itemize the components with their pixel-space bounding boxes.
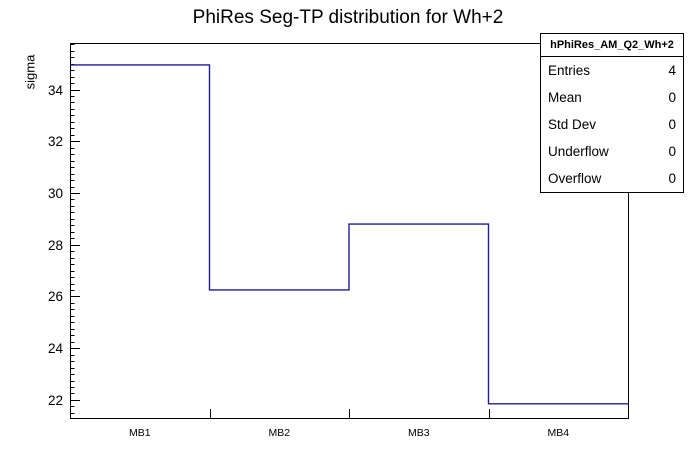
svg-text:34: 34 [48,83,64,98]
svg-text:32: 32 [48,134,63,149]
x-axis-label-mb1: MB1 [128,427,151,439]
stats-label: Mean [548,90,582,105]
stats-label: Std Dev [548,117,597,132]
x-axis-label-mb4: MB4 [547,427,570,439]
stats-label: Entries [548,63,591,78]
svg-text:24: 24 [48,341,64,356]
svg-text:22: 22 [48,393,63,408]
chart-title: PhiRes Seg-TP distribution for Wh+2 [192,7,504,28]
stats-box: hPhiRes_AM_Q2_Wh+2 Entries 4 Mean 0 Std … [540,33,684,193]
x-axis-label-mb2: MB2 [268,427,291,439]
stats-row-mean: Mean 0 [541,84,683,111]
stats-value: 0 [668,144,676,159]
stats-row-underflow: Underflow 0 [541,138,683,165]
stats-value: 0 [668,117,676,132]
stats-value: 0 [668,90,676,105]
x-axis-label-mb3: MB3 [407,427,430,439]
stats-row-entries: Entries 4 [541,57,683,84]
stats-box-title: hPhiRes_AM_Q2_Wh+2 [541,34,683,57]
stats-value: 0 [668,171,676,186]
svg-text:30: 30 [48,186,63,201]
stats-row-overflow: Overflow 0 [541,165,683,192]
svg-text:28: 28 [48,238,63,253]
stats-label: Underflow [548,144,609,159]
stats-label: Overflow [548,171,602,186]
svg-text:26: 26 [48,289,63,304]
stats-value: 4 [668,63,676,78]
stats-row-stddev: Std Dev 0 [541,111,683,138]
